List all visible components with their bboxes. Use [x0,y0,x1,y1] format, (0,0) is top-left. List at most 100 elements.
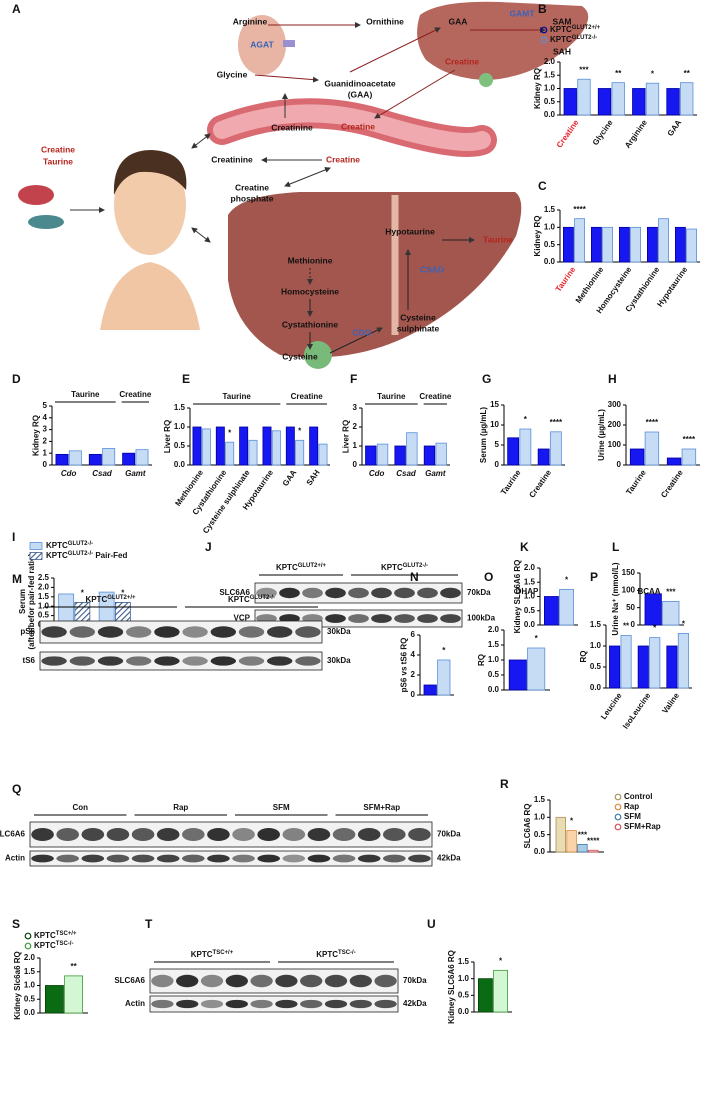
panel-label: C [538,179,547,193]
superscript: GLUT2+/+ [572,25,601,31]
diagram-label: phosphate [231,193,274,203]
significance-label: * [81,589,85,598]
significance-label: * [228,428,232,437]
y-tick-label: 0 [353,460,358,469]
blot-band [126,626,152,638]
bar [507,437,520,466]
significance-label: **** [587,836,600,845]
y-tick-label: 1.5 [38,592,50,601]
y-tick-label: 1.5 [24,967,36,976]
blot-band [207,828,230,841]
blot-band [210,626,236,638]
y-tick-label: 1 [353,441,358,450]
legend-marker [24,942,32,950]
y-axis-label: Liver RQ [342,420,351,453]
text-part: KPTC [228,595,250,604]
person-head [114,155,186,255]
panel-label: F [350,372,357,386]
blot-band [408,854,431,863]
bar [544,596,559,626]
blot-band [182,626,208,638]
y-axis-label: SLC6A6 RQ [523,804,532,849]
y-axis-label: Kidney RQ [32,415,41,456]
blot-band [232,854,255,863]
y-tick-label: 0 [631,620,636,629]
diagram-label: Creatine [235,182,269,192]
diagram-label: Ornithine [366,16,404,26]
chart-title: BCAA [637,587,660,596]
legend-marker [614,823,622,831]
blot-band [200,974,224,988]
blot-band [279,587,300,599]
blot-band [324,999,348,1009]
bar [423,445,436,466]
x-tick-label: Arginine [623,118,649,150]
bar [88,453,102,466]
y-tick-label: 1.5 [458,957,470,966]
panel-label: B [538,2,547,16]
y-tick-label: 0.5 [488,670,500,679]
blot-band [408,828,431,841]
legend-label: KPTCGLUT2-/- [550,35,597,45]
bar [645,82,660,116]
bar [644,431,660,466]
bar [271,430,281,466]
blot-band [374,974,397,988]
bar [493,969,509,1013]
diagram-label: Glycine [217,69,248,79]
y-tick-label: 0.5 [38,611,50,620]
diagram-label: (GAA) [348,89,373,99]
text-part: Rap [173,803,188,812]
blot-row-label: tS6 [23,656,36,665]
y-axis-label: pS6 vs tS6 RQ [400,638,409,693]
y-tick-label: 1.5 [544,70,556,79]
blot-band [324,974,348,988]
significance-label: * [535,634,539,643]
panel-label: O [484,570,493,584]
significance-label: ** [615,69,622,78]
blot-size-label: 100kDa [467,614,496,623]
blot-band [151,974,174,988]
text-part: KPTC [276,563,298,572]
significance-label: ** [623,622,630,631]
blot-group-label: KPTCTSC+/+ [191,950,234,960]
bar [620,635,632,689]
blot-band [257,828,280,841]
significance-label: **** [683,435,696,444]
blot-size-label: 42kDa [437,854,461,863]
legend-marker [24,932,32,940]
y-tick-label: 15 [490,400,499,409]
y-tick-label: 3 [43,425,48,434]
y-tick-label: 0.5 [544,97,556,106]
blot-band [69,656,95,666]
y-tick-label: 2.0 [544,57,556,66]
superscript: GLUT2-/- [68,551,93,557]
y-tick-label: 0.5 [544,240,556,249]
blot-band [357,828,381,841]
x-tick-label: Cdo [61,469,77,478]
y-axis-label: RQ [477,654,486,666]
significance-label: * [121,589,125,598]
group-label: Taurine [71,390,100,399]
blot-band [41,626,67,638]
blot-band [371,587,392,599]
y-tick-label: 0.0 [524,620,536,629]
y-tick-label: 4 [411,650,416,659]
y-tick-label: 100 [608,440,622,449]
blot-size-label: 30kDa [327,656,351,665]
y-axis-label: Serum [18,589,27,614]
y-tick-label: 0.5 [174,441,186,450]
blot-band [256,587,277,599]
x-tick-label: Taurine [499,468,523,497]
y-tick-label: 1.5 [590,620,602,629]
blot-band [176,974,199,988]
bar [262,426,272,466]
x-tick-label: GAA [281,468,299,488]
x-tick-label: Methionine [574,265,606,305]
y-tick-label: 1.5 [488,640,500,649]
y-tick-label: 0.0 [544,110,556,119]
significance-label: **** [573,205,586,214]
diagram-label: Cysteine [282,351,318,361]
bar [58,593,75,626]
blot-band [81,828,105,841]
